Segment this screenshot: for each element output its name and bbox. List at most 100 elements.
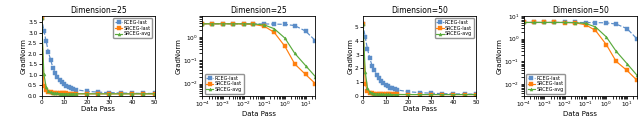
SRCEG-avg <box>60 93 68 95</box>
RCEG-last <box>550 22 558 23</box>
SRCEG-last <box>208 23 216 25</box>
SRCEG-avg <box>368 92 376 94</box>
Y-axis label: GradNorm: GradNorm <box>497 38 503 74</box>
RCEG-last <box>198 23 206 25</box>
RCEG-last <box>40 30 48 31</box>
SRCEG-last <box>219 23 227 25</box>
RCEG-last <box>561 22 569 23</box>
SRCEG-avg <box>472 94 480 95</box>
SRCEG-last <box>591 30 599 31</box>
SRCEG-avg <box>198 23 206 25</box>
SRCEG-last <box>38 17 45 19</box>
SRCEG-last <box>128 93 136 95</box>
Line: SRCEG-last: SRCEG-last <box>201 22 317 85</box>
Legend: RCEG-last, SRCEG-last, SRCEG-avg: RCEG-last, SRCEG-last, SRCEG-avg <box>526 74 565 93</box>
SRCEG-last <box>362 84 369 85</box>
Line: SRCEG-last: SRCEG-last <box>362 23 477 96</box>
RCEG-last <box>372 74 380 75</box>
Title: Dimension=25: Dimension=25 <box>230 6 287 15</box>
SRCEG-last <box>530 22 538 23</box>
RCEG-last <box>359 23 367 25</box>
SRCEG-last <box>140 93 147 95</box>
SRCEG-avg <box>530 22 538 23</box>
SRCEG-avg <box>591 26 599 28</box>
SRCEG-last <box>520 22 527 23</box>
SRCEG-avg <box>54 93 61 94</box>
SRCEG-avg <box>219 23 227 25</box>
SRCEG-last <box>83 93 91 95</box>
SRCEG-last <box>45 91 52 92</box>
RCEG-last <box>151 93 159 94</box>
RCEG-last <box>461 93 468 95</box>
RCEG-last <box>117 92 125 94</box>
RCEG-last <box>270 23 278 25</box>
RCEG-last <box>371 70 378 71</box>
SRCEG-avg <box>366 91 374 93</box>
SRCEG-last <box>393 94 401 95</box>
SRCEG-avg <box>106 93 113 95</box>
Line: SRCEG-last: SRCEG-last <box>522 21 638 82</box>
RCEG-last <box>301 30 309 32</box>
Line: SRCEG-avg: SRCEG-avg <box>522 21 638 77</box>
RCEG-last <box>240 23 248 25</box>
RCEG-last <box>219 23 227 25</box>
RCEG-last <box>450 93 458 95</box>
SRCEG-last <box>384 94 392 95</box>
SRCEG-avg <box>377 93 385 95</box>
Title: Dimension=50: Dimension=50 <box>552 6 609 15</box>
RCEG-last <box>42 40 50 42</box>
RCEG-last <box>70 88 77 90</box>
SRCEG-last <box>40 85 48 87</box>
SRCEG-last <box>106 93 113 95</box>
SRCEG-avg <box>438 94 446 95</box>
SRCEG-avg <box>70 93 77 95</box>
SRCEG-last <box>404 94 412 95</box>
SRCEG-avg <box>72 93 79 95</box>
SRCEG-avg <box>520 22 527 23</box>
SRCEG-last <box>117 93 125 95</box>
SRCEG-last <box>416 94 424 95</box>
RCEG-last <box>208 23 216 25</box>
SRCEG-last <box>94 93 102 95</box>
SRCEG-last <box>65 93 72 94</box>
SRCEG-avg <box>65 93 72 95</box>
SRCEG-avg <box>633 74 640 76</box>
SRCEG-last <box>461 94 468 95</box>
SRCEG-avg <box>387 94 394 95</box>
RCEG-last <box>281 24 289 25</box>
Line: SRCEG-avg: SRCEG-avg <box>362 23 477 96</box>
RCEG-last <box>250 23 257 25</box>
RCEG-last <box>83 91 91 92</box>
SRCEG-last <box>380 93 387 95</box>
SRCEG-avg <box>380 94 387 95</box>
SRCEG-last <box>301 74 309 75</box>
RCEG-last <box>291 25 299 26</box>
SRCEG-avg <box>312 76 319 77</box>
RCEG-last <box>612 23 620 25</box>
X-axis label: Data Pass: Data Pass <box>563 111 597 117</box>
SRCEG-last <box>571 22 579 24</box>
RCEG-last <box>530 22 538 23</box>
RCEG-last <box>427 92 435 94</box>
SRCEG-avg <box>450 94 458 95</box>
SRCEG-avg <box>364 87 371 89</box>
SRCEG-last <box>623 70 631 71</box>
SRCEG-avg <box>83 93 91 95</box>
SRCEG-last <box>438 94 446 95</box>
RCEG-last <box>47 59 54 61</box>
SRCEG-last <box>56 92 63 94</box>
SRCEG-last <box>270 32 278 33</box>
SRCEG-avg <box>623 63 631 64</box>
SRCEG-avg <box>56 93 63 94</box>
RCEG-last <box>377 80 385 82</box>
RCEG-last <box>582 22 589 23</box>
SRCEG-last <box>371 93 378 94</box>
RCEG-last <box>393 89 401 91</box>
SRCEG-last <box>450 94 458 95</box>
SRCEG-last <box>377 93 385 95</box>
Y-axis label: GradNorm: GradNorm <box>348 38 354 74</box>
SRCEG-avg <box>250 23 257 25</box>
Y-axis label: GradNorm: GradNorm <box>175 38 182 74</box>
SRCEG-avg <box>49 92 57 94</box>
SRCEG-last <box>198 23 206 25</box>
